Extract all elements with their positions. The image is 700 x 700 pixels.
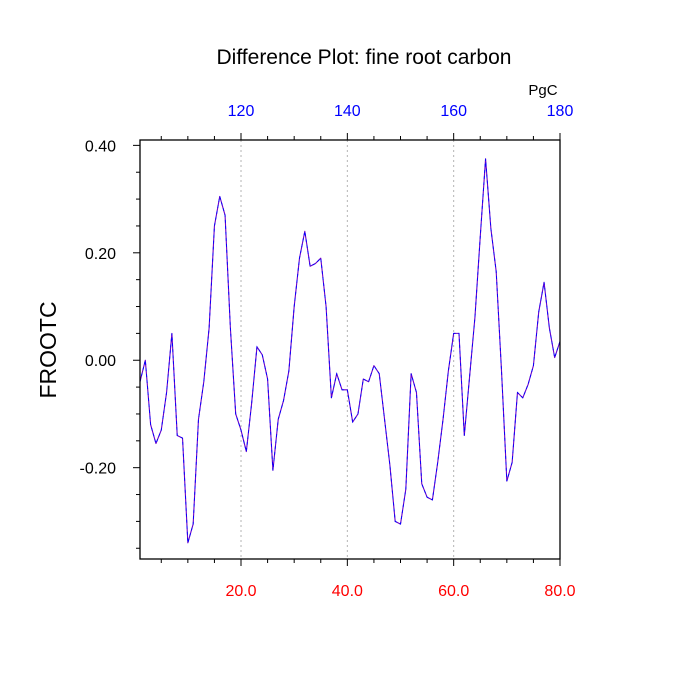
grid-lines	[240, 140, 455, 559]
y-tick-label: 0.40	[85, 138, 116, 155]
y-tick-label: -0.20	[80, 461, 117, 478]
top-tick-label: 180	[547, 103, 574, 120]
y-tick-label: 0.00	[85, 353, 116, 370]
series-line-0	[139, 158, 561, 544]
y-tick-label: 0.20	[85, 246, 116, 263]
x-tick-label: 20.0	[225, 583, 256, 600]
top-axis-unit-label: PgC	[528, 82, 557, 99]
chart-title: Difference Plot: fine root carbon	[217, 46, 512, 69]
x-tick-label: 60.0	[438, 583, 469, 600]
plot-frame	[139, 139, 561, 560]
x-tick-label: 80.0	[544, 583, 575, 600]
x-tick-label: 40.0	[332, 583, 363, 600]
top-tick-label: 120	[228, 103, 255, 120]
y-axis-label: FROOTC	[35, 301, 61, 398]
axis-ticks	[133, 133, 561, 566]
tick-labels: 0.40 0.20 0.00 -0.20 20.0 40.0 60.0 80.0 120 140 1…	[80, 103, 576, 600]
series-layer	[139, 158, 561, 544]
top-tick-label: 160	[440, 103, 467, 120]
top-tick-label: 140	[334, 103, 361, 120]
series-dashed-overlay-0	[139, 158, 561, 544]
